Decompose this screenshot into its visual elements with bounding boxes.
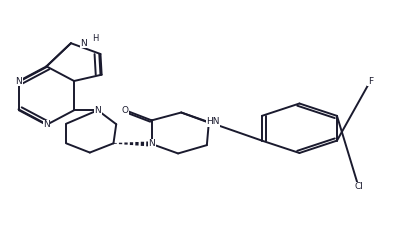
Text: Cl: Cl	[354, 182, 363, 191]
Text: H: H	[92, 34, 98, 43]
Text: N: N	[80, 39, 87, 48]
Text: N: N	[15, 76, 22, 86]
Text: F: F	[368, 76, 373, 86]
Text: O: O	[122, 106, 129, 115]
Text: N: N	[43, 120, 50, 129]
Text: N: N	[94, 106, 101, 115]
Text: N: N	[148, 140, 155, 148]
Text: HN: HN	[206, 117, 220, 126]
